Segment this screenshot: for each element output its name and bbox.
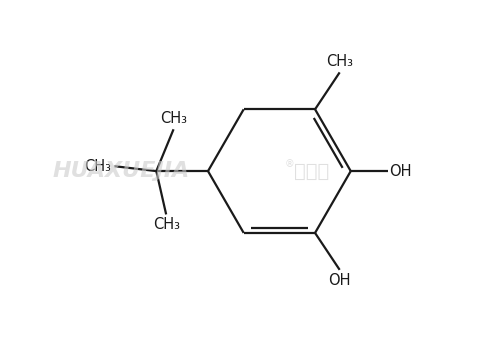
Text: OH: OH <box>329 273 351 288</box>
Text: CH₃: CH₃ <box>326 54 353 69</box>
Text: CH₃: CH₃ <box>153 218 180 232</box>
Text: HUAXUEJIA: HUAXUEJIA <box>53 161 190 181</box>
Text: 化学加: 化学加 <box>294 162 330 180</box>
Text: OH: OH <box>389 164 412 179</box>
Text: CH₃: CH₃ <box>160 111 187 126</box>
Text: CH₃: CH₃ <box>84 159 112 174</box>
Text: ®: ® <box>285 159 294 169</box>
